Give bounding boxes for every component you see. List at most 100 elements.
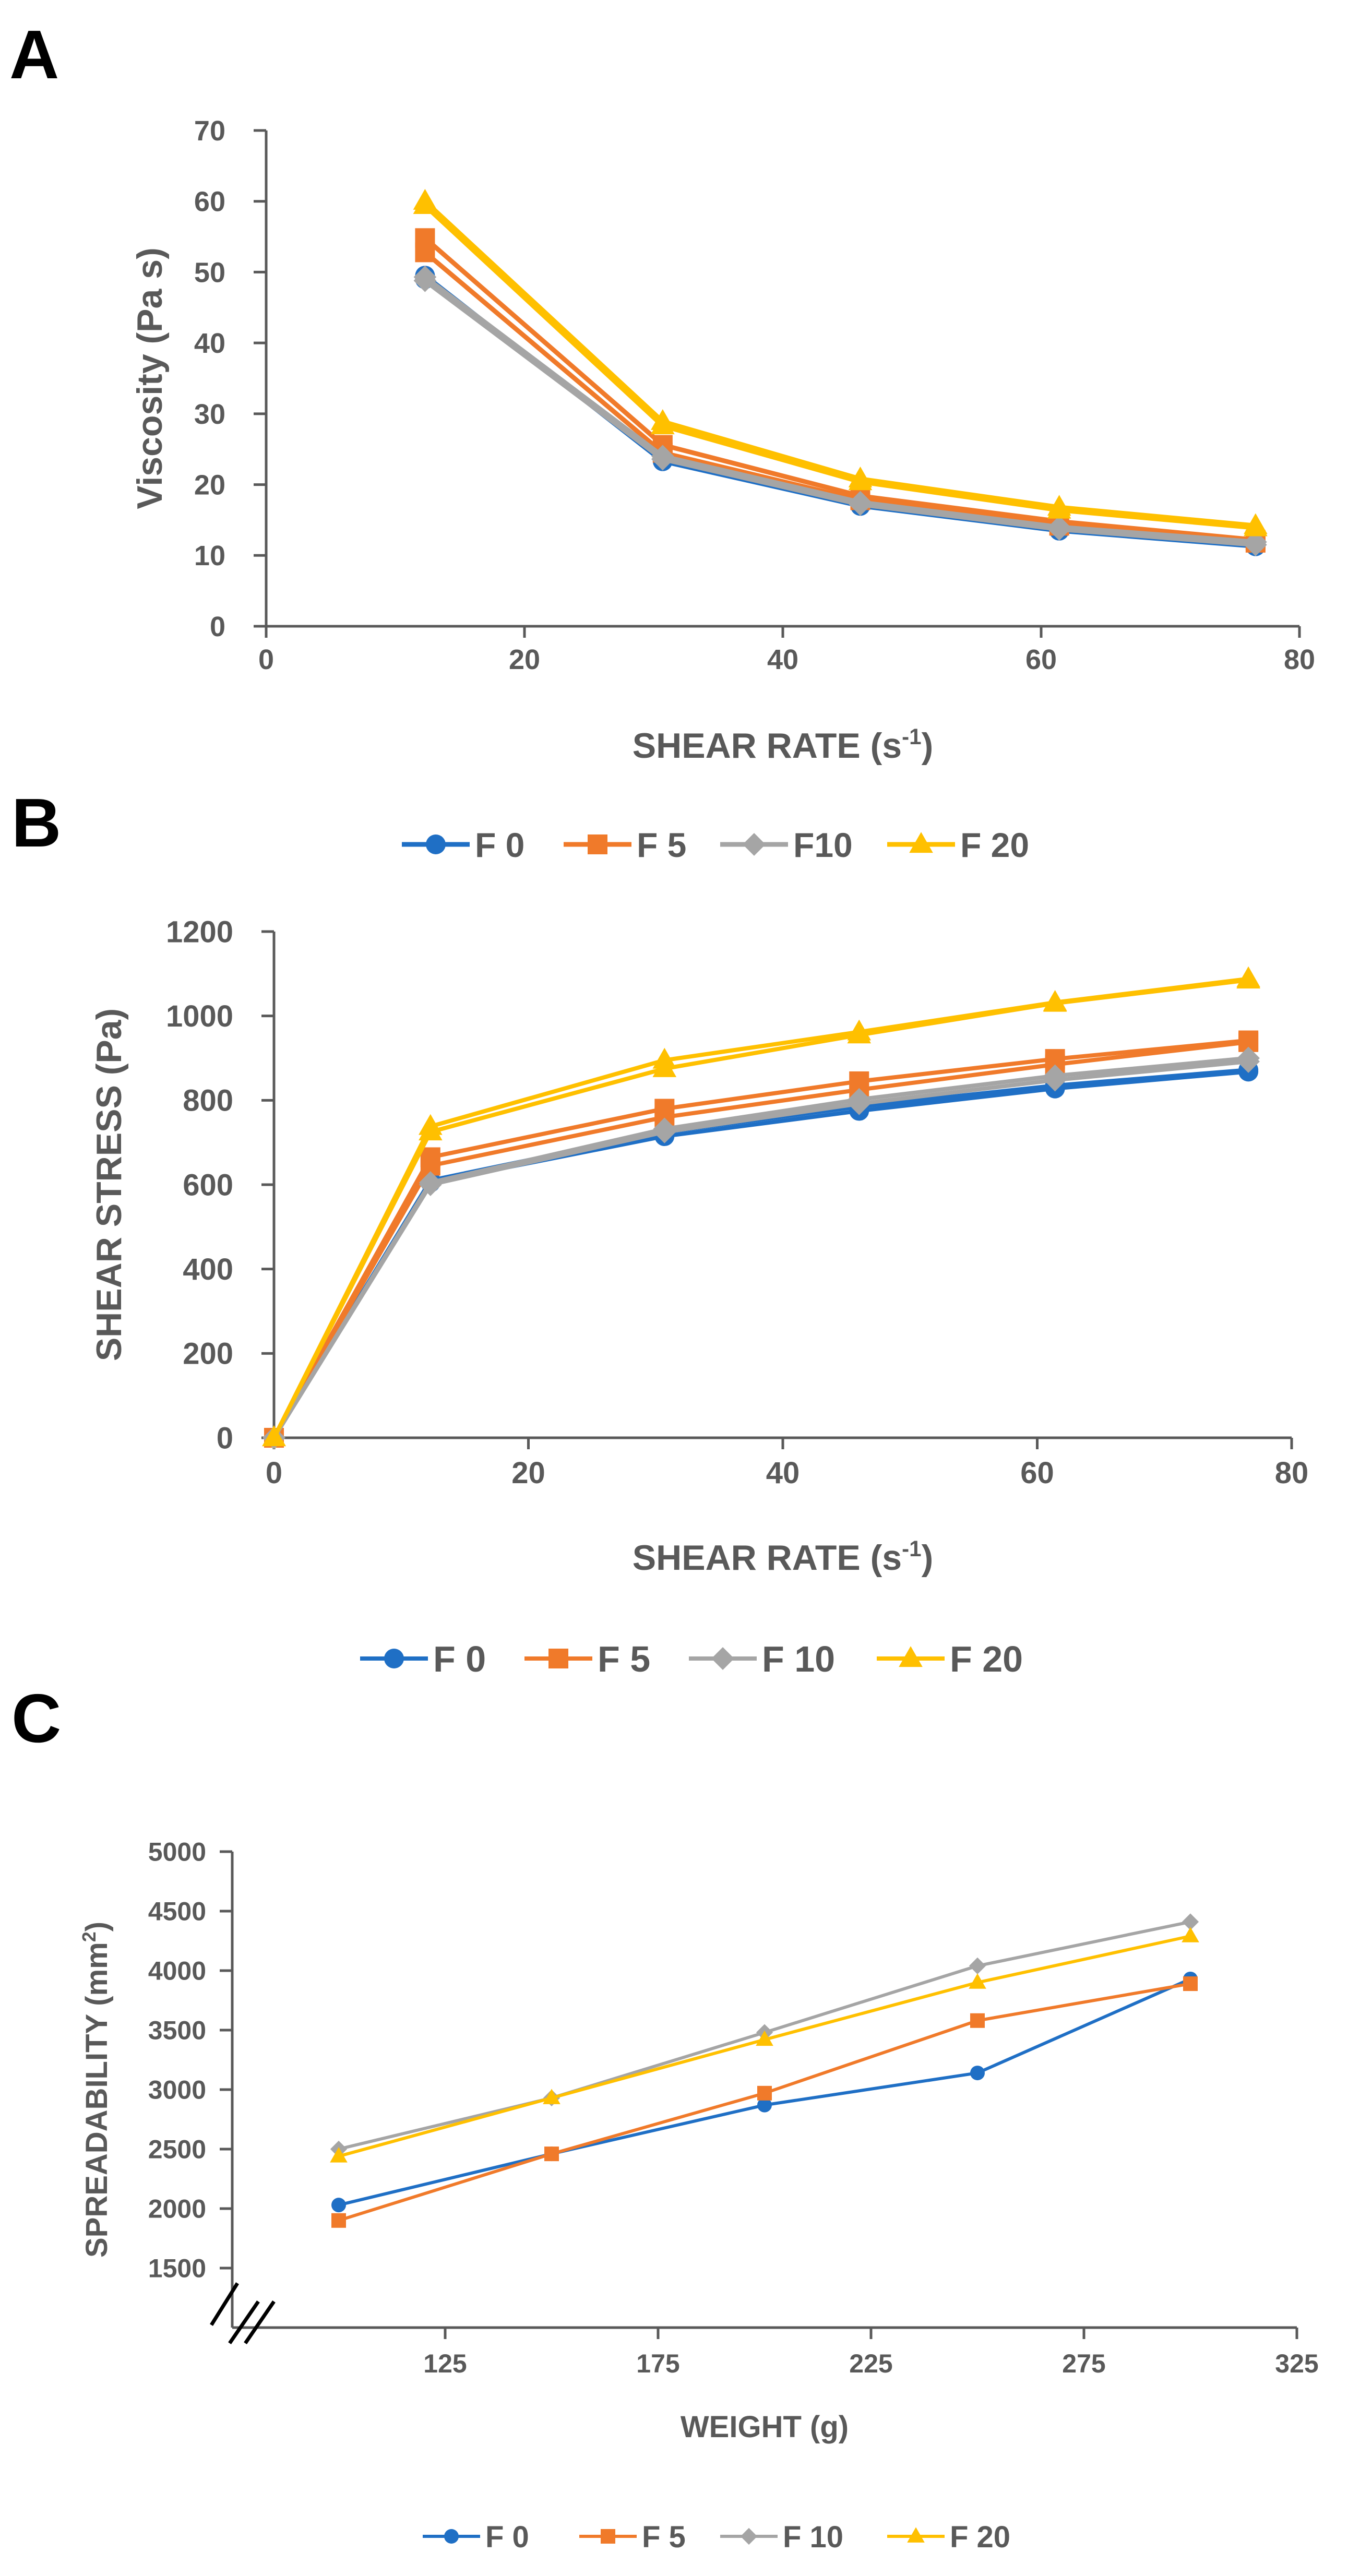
- panel-letter-b: B: [11, 784, 61, 861]
- legend-marker-f10: [740, 2527, 758, 2545]
- data-point-f10: [653, 1120, 676, 1143]
- y-tick-label: 10: [194, 540, 225, 571]
- legend-marker-f5: [588, 834, 607, 854]
- x-tick-label: 325: [1275, 2349, 1318, 2378]
- legend-marker-f20: [899, 1646, 923, 1667]
- x-tick-label: 60: [1025, 644, 1057, 675]
- chart-a-viscosity: 0 10 20 30 40 50 60 70 0 20 40 60 80 SHEAR RATE (s-1)…: [130, 115, 1315, 864]
- legend-label-f5: F 5: [637, 826, 686, 864]
- y-tick-label: 600: [183, 1168, 233, 1202]
- data-point-f10: [651, 447, 674, 471]
- data-point-f0: [331, 2198, 346, 2213]
- series-line-f10: [272, 1059, 1249, 1439]
- x-tick-label: 80: [1284, 644, 1315, 675]
- legend-label-f20: F 20: [950, 2520, 1010, 2554]
- y-tick-label: 1000: [166, 999, 233, 1033]
- data-point-f10: [1237, 1050, 1260, 1073]
- data-point-f10: [1043, 1068, 1067, 1092]
- data-point-f0: [757, 2097, 772, 2113]
- legend-label-f5: F 5: [642, 2520, 686, 2554]
- legend-marker-f0: [444, 2529, 459, 2544]
- data-point-f5: [1183, 1976, 1198, 1991]
- data-point-f10: [969, 1957, 986, 1974]
- data-point-f20: [847, 1022, 872, 1044]
- legend-marker-f0: [426, 834, 446, 854]
- series-line-f5: [272, 1038, 1249, 1439]
- y-axis-title: SPREADABILITY (mm2): [78, 1922, 114, 2258]
- y-tick-label: 3000: [148, 2076, 206, 2105]
- legend-label-f20: F 20: [960, 826, 1029, 864]
- legend-marker-f10: [743, 833, 766, 856]
- chart-c-spreadability: 1500 2000 2500 3000 3500 4000 4500 5000 125 175 22…: [78, 1838, 1319, 2554]
- legend-label-f0: F 0: [485, 2520, 529, 2554]
- y-tick-label: 0: [217, 1421, 233, 1455]
- panel-letter-c: C: [11, 1680, 61, 1757]
- data-point-f20: [1236, 968, 1260, 989]
- data-point-f20: [756, 2030, 773, 2046]
- y-tick-label: 1200: [166, 915, 233, 949]
- y-tick-label: 70: [194, 115, 225, 147]
- y-tick-label: 30: [194, 399, 225, 430]
- x-tick-label: 275: [1062, 2349, 1105, 2378]
- data-point-f10: [419, 1173, 442, 1196]
- legend-label-f0: F 0: [433, 1639, 486, 1679]
- data-point-f20: [413, 193, 437, 214]
- data-point-f10: [1244, 533, 1267, 556]
- data-point-f20: [1244, 515, 1268, 536]
- y-tick-label: 200: [183, 1337, 233, 1371]
- legend-label-f20: F 20: [950, 1639, 1023, 1679]
- y-axis-title: SHEAR STRESS (Pa): [89, 1008, 129, 1361]
- data-point-f5: [970, 2013, 985, 2028]
- series-line-f20: [272, 976, 1249, 1439]
- x-tick-label: 40: [767, 644, 798, 675]
- y-axis-title: Viscosity (Pa s): [130, 247, 170, 509]
- x-axis-title: SHEAR RATE (s-1): [633, 724, 933, 766]
- x-tick-label: 225: [849, 2349, 892, 2378]
- data-point-f0: [970, 2066, 985, 2081]
- legend-marker-f0: [384, 1649, 404, 1668]
- legend-label-f5: F 5: [598, 1639, 650, 1679]
- legend-marker-f20: [907, 2527, 925, 2543]
- x-tick-label: 20: [509, 644, 540, 675]
- legend-marker-f20: [909, 832, 933, 853]
- x-tick-label: 175: [636, 2349, 679, 2378]
- x-axis-title: SHEAR RATE (s-1): [633, 1536, 933, 1578]
- x-tick-label: 40: [766, 1456, 800, 1490]
- series-line-f20: [272, 977, 1249, 1439]
- y-tick-label: 800: [183, 1084, 233, 1118]
- data-point-f5: [757, 2085, 772, 2101]
- x-tick-label: 0: [258, 644, 274, 675]
- data-point-f10: [848, 1092, 871, 1115]
- legend-label-f10: F 10: [783, 2520, 843, 2554]
- legend-marker-f10: [711, 1647, 734, 1670]
- axis-break-mark: [210, 2282, 239, 2326]
- legend-label-f0: F 0: [475, 826, 524, 864]
- legend-marker-f5: [548, 1649, 568, 1668]
- series-line-f20: [423, 204, 1256, 530]
- x-tick-label: 125: [423, 2349, 467, 2378]
- x-tick-label: 80: [1275, 1456, 1309, 1490]
- panel-letter-a: A: [9, 16, 59, 93]
- data-point-f10: [849, 493, 872, 516]
- legend-marker-f5: [601, 2529, 615, 2544]
- series-line-f5: [272, 1040, 1249, 1439]
- y-tick-label: 2500: [148, 2135, 206, 2164]
- y-tick-label: 3500: [148, 2016, 206, 2045]
- data-point-f5: [331, 2213, 346, 2228]
- data-point-f20: [1182, 1927, 1199, 1942]
- y-tick-label: 0: [210, 611, 225, 642]
- data-point-f20: [969, 1973, 986, 1989]
- data-point-f20: [543, 2089, 560, 2104]
- data-point-f20: [419, 1119, 443, 1141]
- y-tick-label: 60: [194, 186, 225, 218]
- y-tick-label: 2000: [148, 2195, 206, 2224]
- chart-b-shear-stress: 0 200 400 600 800 1000 1200 0 20 40 60 80 SHEAR RATE…: [89, 915, 1308, 1679]
- series-line-f10: [272, 1056, 1249, 1439]
- x-axis-title: WEIGHT (g): [681, 2410, 849, 2444]
- data-point-f20: [848, 469, 873, 491]
- x-tick-label: 60: [1020, 1456, 1054, 1490]
- data-point-f20: [651, 413, 675, 435]
- data-point-f20: [262, 1425, 286, 1447]
